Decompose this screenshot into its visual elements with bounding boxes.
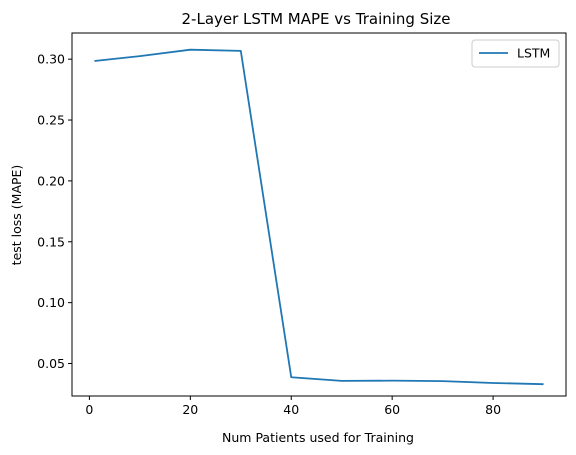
x-axis: 0 20 40 60 80 xyxy=(85,396,501,417)
y-tick-label: 0.25 xyxy=(37,113,65,128)
chart-title: 2-Layer LSTM MAPE vs Training Size xyxy=(182,10,451,28)
y-tick-label: 0.20 xyxy=(37,173,65,188)
x-tick-label: 40 xyxy=(283,402,299,417)
y-tick-label: 0.05 xyxy=(37,356,65,371)
series-line-lstm xyxy=(94,48,544,386)
x-tick-label: 0 xyxy=(85,402,93,417)
y-axis-label: test loss (MAPE) xyxy=(9,165,24,266)
x-tick-label: 60 xyxy=(384,402,400,417)
legend: LSTM xyxy=(471,39,560,68)
x-axis-label: Num Patients used for Training xyxy=(222,430,414,445)
legend-box xyxy=(471,39,560,68)
y-tick-label: 0.30 xyxy=(37,52,65,67)
plot-area-frame xyxy=(71,32,567,397)
x-tick-label: 80 xyxy=(485,402,501,417)
y-tick-label: 0.15 xyxy=(37,234,65,249)
y-tick-label: 0.10 xyxy=(37,295,65,310)
legend-label-lstm: LSTM xyxy=(517,46,550,61)
x-tick-label: 20 xyxy=(182,402,198,417)
series-layer xyxy=(94,48,544,386)
y-axis: 0.05 0.10 0.15 0.20 0.25 0.30 xyxy=(37,52,72,371)
